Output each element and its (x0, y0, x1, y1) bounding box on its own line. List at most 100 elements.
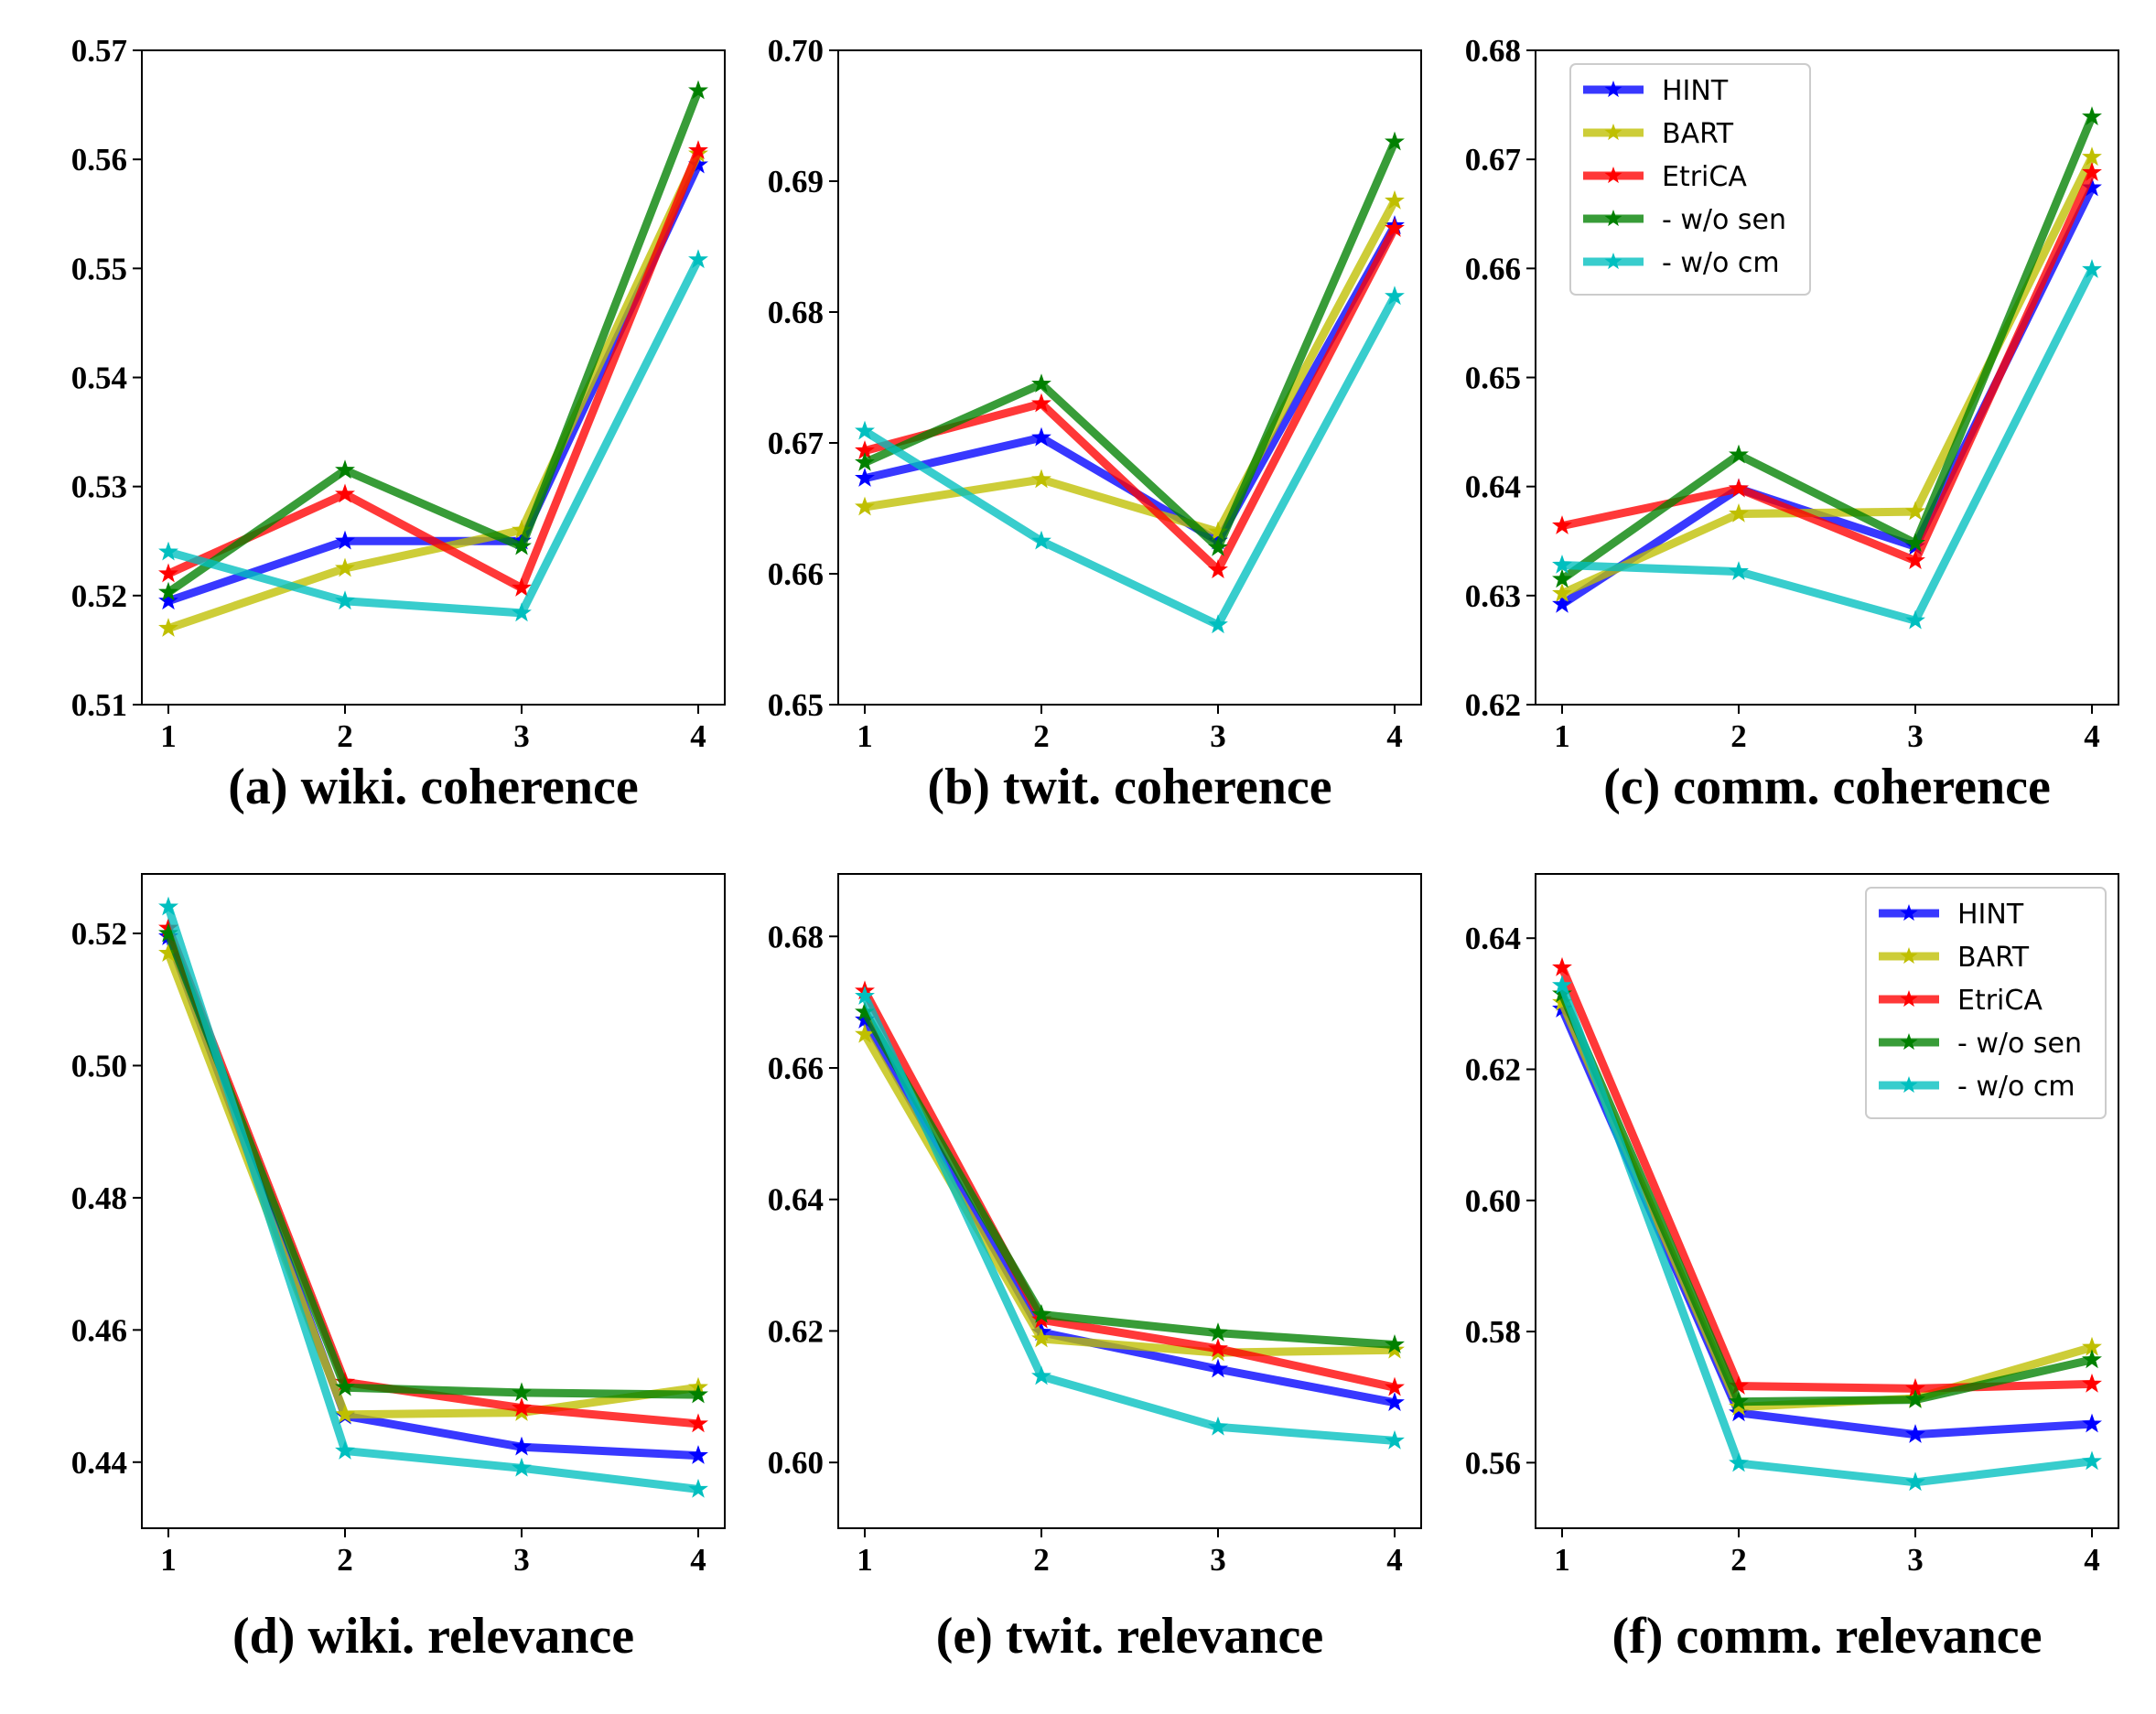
legend: HINT BART EtriCA - w/o sen - w/o cm (1865, 887, 2107, 1119)
series-line (164, 952, 699, 1419)
legend-marker (1604, 124, 1622, 141)
data-point (335, 459, 355, 480)
data-point (688, 1445, 708, 1464)
data-point (2082, 1373, 2102, 1393)
series-line (166, 89, 703, 597)
legend-label: BART (1957, 942, 2030, 974)
data-point (512, 1457, 532, 1477)
series-line (861, 1009, 1396, 1349)
data-point (1729, 478, 1749, 498)
data-point (335, 483, 355, 503)
chart-caption: (b) twit. coherence (927, 759, 1331, 815)
x-tick-label: 2 (337, 718, 353, 754)
axes-frame (837, 49, 1422, 706)
data-point (1552, 975, 1572, 995)
chart-caption: (e) twit. relevance (936, 1608, 1323, 1665)
legend-label: - w/o cm (1957, 1071, 2075, 1103)
x-tick-label: 4 (1386, 718, 1403, 754)
y-tick-label: 0.58 (1465, 1314, 1521, 1350)
data-point (855, 496, 875, 516)
data-point (1385, 189, 1405, 210)
x-tick-label: 2 (1033, 1542, 1050, 1578)
y-tick-label: 0.50 (71, 1048, 127, 1083)
data-point (1729, 1452, 1749, 1472)
data-point (1031, 426, 1051, 447)
legend-label: HINT (1662, 75, 1729, 107)
legend-marker (1604, 253, 1622, 270)
y-tick-label: 0.68 (768, 295, 824, 330)
y-tick-label: 0.62 (1465, 687, 1521, 723)
data-point (1905, 550, 1925, 570)
data-point (1208, 1322, 1228, 1342)
data-point (1729, 502, 1749, 523)
x-tick-label: 3 (1210, 1542, 1226, 1578)
data-point (1208, 559, 1228, 579)
x-tick-label: 4 (2084, 1542, 2100, 1578)
data-point (2082, 258, 2102, 278)
x-tick-label: 4 (690, 1542, 706, 1578)
data-point (1905, 609, 1925, 630)
data-point (688, 140, 708, 159)
chart-caption: (a) wiki. coherence (228, 759, 638, 815)
data-point (158, 618, 178, 637)
data-point (688, 249, 708, 269)
data-point (335, 557, 355, 577)
x-tick-label: 1 (857, 1542, 873, 1578)
data-point (1385, 1392, 1405, 1412)
data-point (1031, 1303, 1051, 1323)
data-point (1905, 1471, 1925, 1492)
y-tick-label: 0.64 (1465, 921, 1521, 956)
y-tick-label: 0.66 (1465, 251, 1521, 286)
data-point (1552, 582, 1572, 602)
chart-panel-1: 0.51 0.52 0.53 0.54 0.55 0.56 0.57 1 2 3 4 (a) wiki… (71, 33, 726, 815)
legend-label: - w/o sen (1662, 204, 1786, 236)
data-point (1385, 217, 1405, 237)
legend-marker (1900, 990, 1918, 1008)
data-point (158, 541, 178, 561)
x-tick-label: 3 (1907, 1542, 1924, 1578)
data-point (855, 468, 875, 487)
legend-label: BART (1662, 118, 1734, 150)
data-point (512, 577, 532, 597)
data-point (158, 590, 178, 610)
data-point (2082, 1349, 2102, 1369)
x-tick-label: 3 (513, 718, 530, 754)
y-tick-label: 0.56 (71, 142, 127, 178)
data-point (512, 1436, 532, 1456)
y-tick-label: 0.64 (1465, 469, 1521, 505)
data-point (1552, 593, 1572, 613)
chart-panel-5: 0.60 0.62 0.64 0.66 0.68 1 2 3 4 (e) twit. releva… (768, 873, 1422, 1665)
y-tick-label: 0.53 (71, 469, 127, 505)
y-tick-label: 0.54 (71, 361, 127, 396)
series-line (860, 994, 1396, 1445)
legend-marker (1604, 81, 1622, 98)
chart-caption: (f) comm. relevance (1612, 1608, 2042, 1665)
chart-panel-4: 0.44 0.46 0.48 0.50 0.52 1 2 3 4 (d) wiki. releva… (71, 873, 726, 1665)
y-tick-label: 0.68 (1465, 33, 1521, 69)
x-tick-label: 4 (690, 718, 706, 754)
data-point (688, 1384, 708, 1404)
series-line (1558, 965, 2093, 1393)
y-tick-label: 0.60 (1465, 1183, 1521, 1219)
data-point (158, 896, 178, 916)
series-line (167, 257, 703, 618)
series-line (863, 140, 1399, 552)
series-line (1558, 984, 2093, 1487)
y-tick-label: 0.70 (768, 33, 824, 69)
y-tick-label: 0.63 (1465, 578, 1521, 614)
series-line (1559, 114, 2097, 583)
data-point (1729, 1391, 1749, 1411)
axes-frame (141, 873, 726, 1529)
data-point (1031, 393, 1051, 413)
series-line (164, 932, 699, 1399)
series-line (1561, 170, 2097, 566)
data-point (2082, 146, 2102, 167)
y-tick-label: 0.65 (1465, 361, 1521, 396)
y-tick-label: 0.68 (768, 919, 824, 954)
data-point (512, 535, 532, 555)
legend-marker (1900, 1033, 1918, 1051)
data-point (1905, 1389, 1925, 1408)
data-point (1208, 1358, 1228, 1378)
legend-box (1569, 63, 1811, 296)
legend-marker (1900, 1076, 1918, 1094)
